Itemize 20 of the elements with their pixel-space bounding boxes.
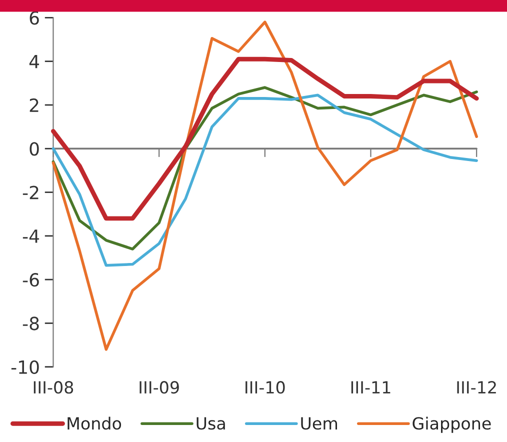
y-tick-label: -4 <box>22 230 40 243</box>
line-series <box>52 20 478 351</box>
legend-label: Giappone <box>412 416 491 433</box>
line-series <box>51 56 479 221</box>
y-tick-label: 4 <box>29 55 40 68</box>
x-tick-label: III-11 <box>351 381 390 394</box>
y-tick-label: 0 <box>30 142 39 156</box>
y-tick-label: -8 <box>22 316 39 330</box>
legend-label: Mondo <box>68 416 122 430</box>
y-tick-label: 6 <box>30 11 39 25</box>
y-tick-label: -10 <box>11 360 39 374</box>
legend-label: Uem <box>301 417 338 430</box>
x-tick-label: III-08 <box>34 381 74 394</box>
legend-label: Usa <box>196 417 225 430</box>
y-tick-label: 2 <box>30 98 38 112</box>
y-tick-label: -2 <box>22 186 38 200</box>
x-tick-label: III-09 <box>140 381 179 394</box>
y-tick-label: -6 <box>22 273 39 287</box>
x-tick-label: III-12 <box>457 381 496 394</box>
x-tick-label: III-10 <box>246 381 285 394</box>
